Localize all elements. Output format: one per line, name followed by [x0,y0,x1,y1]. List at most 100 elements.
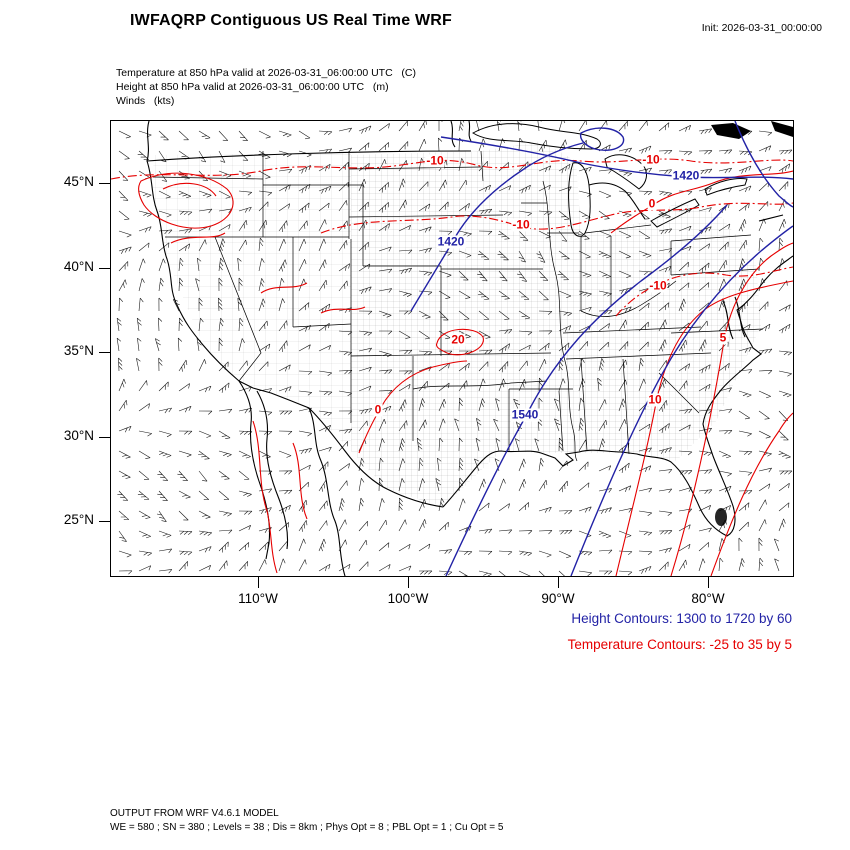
wind-barb [738,410,751,420]
lake-huron [604,154,647,190]
wind-barb [599,570,613,575]
wind-barb [758,145,772,153]
wind-barb [758,537,763,552]
wind-barb [578,482,590,492]
model-config-note: WE = 580 ; SN = 380 ; Levels = 38 ; Dis … [110,822,504,833]
maritime-land [771,121,793,137]
wind-barb [598,169,613,174]
y-axis-tick-label: 25°N [63,512,94,527]
wind-barb [778,181,789,192]
wind-barb [238,130,248,141]
wind-barb [578,461,589,472]
wind-barb [598,465,612,472]
wind-barb [738,537,743,552]
wind-barb [178,530,193,536]
wind-barb [258,559,267,572]
wind-barb [298,520,308,532]
wind-barb [778,218,787,232]
wind-barb [138,190,152,198]
lake-ontario [704,178,748,196]
wind-barb [178,130,189,141]
wind-barb [738,390,752,398]
wind-barb [418,138,427,152]
coastline-gulf-east [442,255,793,537]
wind-barb [718,149,733,155]
wind-barb [658,547,672,554]
temperature-contour [170,232,226,244]
wind-barb [558,480,568,493]
wind-barb [138,297,144,312]
wind-barb [458,570,468,576]
wind-barb [158,381,169,392]
wind-barb [758,410,770,420]
wind-barb [338,127,352,133]
wind-barb [658,488,673,493]
x-axis-tick [708,577,709,588]
wind-barb [318,461,329,472]
wind-barb [137,490,150,500]
wind-barb [678,487,692,492]
wind-barb [758,257,764,272]
wind-barb [618,530,632,538]
wind-barb [238,386,252,392]
wind-barb [138,550,152,557]
wind-barb [158,569,173,574]
wind-barb [118,230,132,238]
wind-barb [118,261,129,272]
contour-label-height: 1420 [671,168,701,183]
wind-barb [278,430,293,435]
wind-barb [698,542,709,552]
wind-barb [758,166,772,172]
wind-barb [218,130,229,141]
wind-barb [137,337,142,352]
wind-barb [137,150,149,160]
wind-barb [478,478,486,492]
wind-barb [598,530,612,538]
wind-barb [358,539,368,552]
wind-barb [198,410,213,415]
field-descriptions: Temperature at 850 hPa valid at 2026-03-… [116,66,416,108]
wind-barb [618,485,632,493]
x-axis-tick [558,577,559,588]
wind-barb [278,522,289,532]
wind-barb [774,538,780,552]
contour-label-temperature: -10 [511,217,531,232]
wind-barb [198,546,212,553]
wind-barb [498,550,513,556]
wind-barb [578,210,591,219]
wind-barb [298,499,308,512]
wind-barb [418,543,431,552]
wind-barb [218,470,230,480]
wind-barb [438,570,453,576]
wind-barb [158,430,172,438]
temperature-contour [358,360,468,454]
wind-barb [758,348,773,355]
wind-barb [138,210,152,217]
temperature-contour [615,266,793,317]
wind-barb [678,125,691,132]
wind-barb [678,543,691,552]
wind-barb [238,490,252,497]
model-footer: OUTPUT FROM WRF V4.6.1 MODEL WE = 580 ; … [110,807,503,835]
wind-barb [538,457,544,472]
map-canvas [111,121,793,576]
temperature-contour [435,328,484,356]
wind-barb [618,508,632,513]
height-contour [440,136,793,180]
y-axis-tick-label: 35°N [63,343,94,358]
temperature-contour [292,442,308,520]
wind-barb [598,121,608,132]
temperature-contour [138,172,234,229]
wind-barb [498,503,510,512]
wind-barb [618,570,633,576]
wind-barb [178,510,189,521]
wind-barb [698,128,713,135]
temperature-contour [610,170,793,234]
wind-barb [258,507,272,515]
y-axis-tick-label: 45°N [63,174,94,189]
wind-barb [458,550,473,556]
wind-barb [778,410,789,421]
wind-barb [138,278,145,292]
wind-barb [318,130,333,136]
wind-barb [638,121,648,132]
